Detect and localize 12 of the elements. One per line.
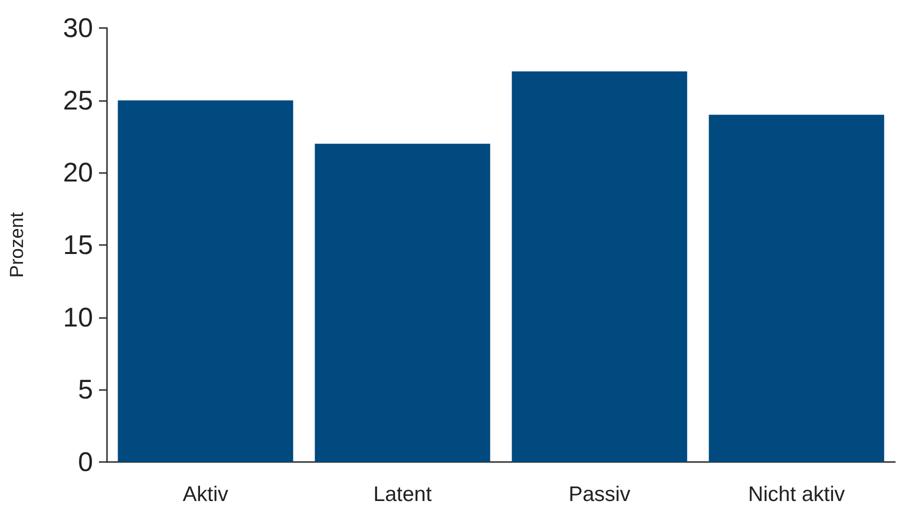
y-tick-label: 15 xyxy=(62,230,93,260)
x-tick-label: Aktiv xyxy=(182,483,229,506)
x-tick-label: Passiv xyxy=(568,483,631,506)
x-tick-label: Latent xyxy=(373,483,432,506)
y-tick-label: 20 xyxy=(62,158,93,188)
y-tick-label: 30 xyxy=(62,13,93,43)
y-tick-label: 25 xyxy=(62,85,93,116)
y-tick-label: 10 xyxy=(62,302,93,332)
y-tick-label: 5 xyxy=(78,374,93,405)
y-axis-title: Prozent xyxy=(7,212,28,278)
y-tick-label: 0 xyxy=(78,447,93,477)
x-tick-label: Nicht aktiv xyxy=(748,483,846,506)
